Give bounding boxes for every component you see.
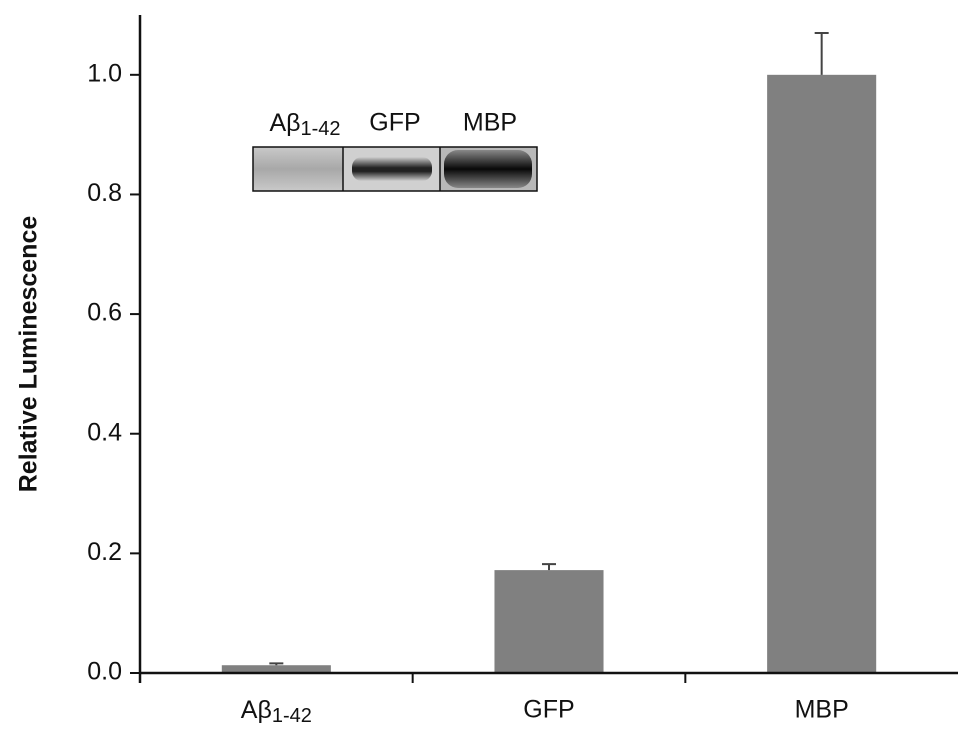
y-tick-label: 0.6 bbox=[87, 299, 122, 327]
y-axis-label: Relative Luminescence bbox=[15, 216, 43, 493]
blot-lane bbox=[253, 147, 343, 191]
error-bar bbox=[815, 33, 829, 75]
y-tick-label: 0.8 bbox=[87, 179, 122, 207]
y-tick-label: 0.2 bbox=[87, 538, 122, 566]
error-bar bbox=[542, 564, 556, 570]
error-bar bbox=[269, 663, 283, 665]
blot-inset bbox=[253, 147, 537, 191]
blot-band bbox=[352, 157, 432, 181]
inset-label: Aβ1-42 bbox=[269, 109, 340, 141]
y-tick-label: 0.4 bbox=[87, 418, 122, 446]
y-tick-label: 1.0 bbox=[87, 59, 122, 87]
x-tick-label: Aβ1-42 bbox=[241, 696, 312, 728]
bar bbox=[767, 75, 876, 673]
x-tick-label: GFP bbox=[523, 696, 574, 724]
x-tick-label: MBP bbox=[795, 696, 849, 724]
bar bbox=[494, 570, 603, 673]
inset-label: GFP bbox=[369, 109, 420, 137]
y-tick-label: 0.0 bbox=[87, 658, 122, 686]
blot-band bbox=[444, 150, 532, 188]
inset-label: MBP bbox=[463, 109, 517, 137]
chart: Relative Luminescence 0.0 0.2 0.4 0.6 0.8 1.0 A… bbox=[0, 0, 958, 732]
